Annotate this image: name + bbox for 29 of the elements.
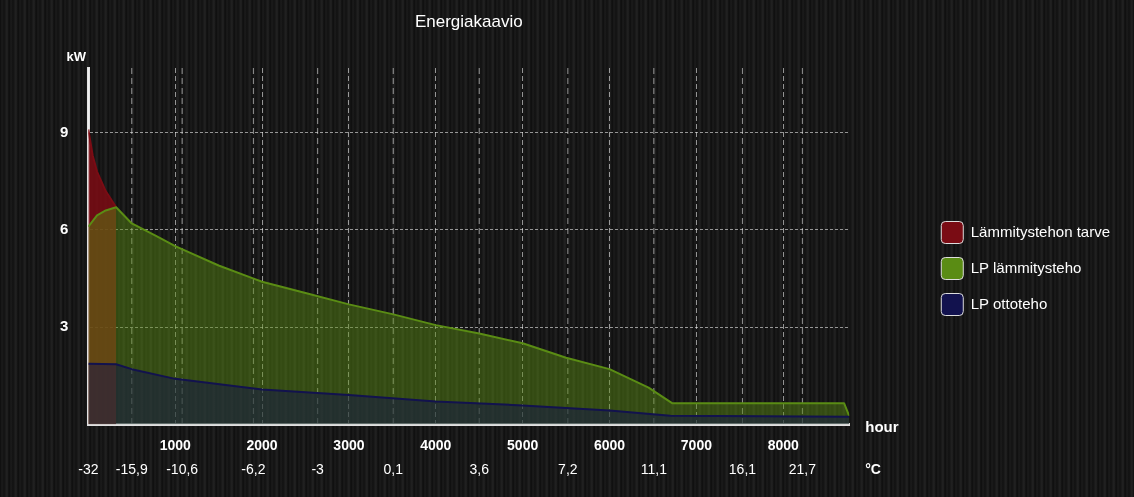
text: -3 [311,461,325,478]
text: °C [865,461,881,478]
text: -15,9 [115,461,148,478]
legend-label: LP ottoteho [970,294,1048,312]
x-tick-label: 6000 [593,437,626,454]
text: 3,6 [469,461,490,478]
y-axis-title: kW [66,49,87,65]
chart-title: Energiakaavio [414,11,523,31]
y-tick-label: 3 [60,317,69,335]
x-tick-label: 4000 [420,437,452,454]
x-tick-label: 2000 [246,437,278,454]
x-tick-label: 8000 [767,437,800,454]
x-tick-label: 7000 [680,437,713,454]
y-tick-label: 9 [60,122,69,140]
legend-label: Lämmitystehon tarve [970,222,1111,240]
text: -32 [78,461,99,478]
text: -6,2 [241,461,266,478]
x-tick-label: 3000 [333,437,365,454]
x-axis-title: hour [865,418,899,436]
text: 11,1 [640,461,668,478]
x-tick-label: 5000 [507,437,539,454]
text: 7,2 [558,461,578,478]
x-tick-label: 1000 [159,437,191,454]
y-tick-label: 6 [60,220,69,238]
text: 21,7 [788,461,817,478]
text: 0,1 [383,461,404,478]
legend-label: LP lämmitysteho [970,258,1082,276]
text: 16,1 [728,461,757,478]
text: -10,6 [166,461,199,478]
